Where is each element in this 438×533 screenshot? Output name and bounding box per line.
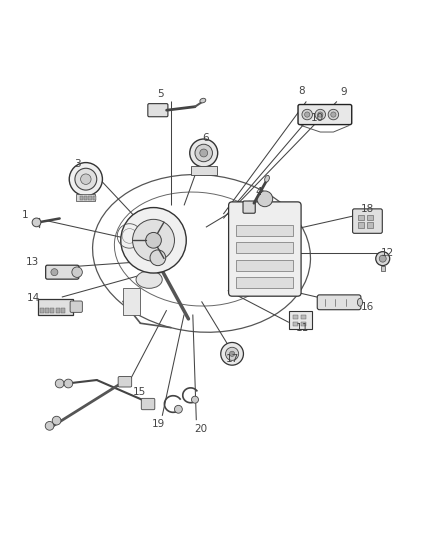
Circle shape xyxy=(191,396,198,403)
Bar xyxy=(38,299,73,316)
Circle shape xyxy=(190,139,218,167)
Text: 8: 8 xyxy=(299,86,305,96)
Circle shape xyxy=(328,109,339,120)
Circle shape xyxy=(315,109,325,120)
Circle shape xyxy=(51,269,58,276)
Circle shape xyxy=(146,232,161,248)
Bar xyxy=(76,195,95,201)
Text: 5: 5 xyxy=(157,89,163,99)
Circle shape xyxy=(331,112,336,117)
Bar xyxy=(40,309,44,313)
Text: 18: 18 xyxy=(361,204,374,214)
Circle shape xyxy=(200,149,208,157)
Bar xyxy=(381,265,385,271)
Circle shape xyxy=(304,112,310,117)
Bar xyxy=(293,315,298,319)
Text: 4: 4 xyxy=(255,187,261,197)
Bar xyxy=(367,215,373,220)
FancyBboxPatch shape xyxy=(46,265,79,279)
Text: 15: 15 xyxy=(133,387,146,397)
Circle shape xyxy=(52,416,61,425)
Circle shape xyxy=(257,191,273,207)
Text: 16: 16 xyxy=(361,302,374,312)
Circle shape xyxy=(55,379,64,388)
Text: 12: 12 xyxy=(381,248,394,259)
Bar xyxy=(237,260,293,271)
Circle shape xyxy=(75,168,97,190)
Bar xyxy=(88,196,92,200)
Text: 3: 3 xyxy=(74,159,81,169)
Bar xyxy=(84,196,87,200)
FancyBboxPatch shape xyxy=(148,103,168,117)
Text: 10: 10 xyxy=(311,113,324,123)
Circle shape xyxy=(72,267,82,277)
Circle shape xyxy=(69,163,102,196)
FancyBboxPatch shape xyxy=(70,301,82,312)
Bar xyxy=(50,309,54,313)
Text: 17: 17 xyxy=(226,354,239,364)
FancyBboxPatch shape xyxy=(353,209,382,233)
Circle shape xyxy=(226,348,239,360)
Circle shape xyxy=(174,405,182,413)
Bar xyxy=(191,166,217,175)
Bar xyxy=(80,196,83,200)
Bar xyxy=(293,321,298,326)
Text: 9: 9 xyxy=(340,87,347,97)
Ellipse shape xyxy=(265,175,269,182)
Text: 6: 6 xyxy=(203,133,209,143)
Bar xyxy=(358,222,364,228)
Bar xyxy=(93,196,96,200)
Bar xyxy=(45,309,49,313)
Bar xyxy=(300,315,306,319)
Bar xyxy=(237,243,293,253)
FancyBboxPatch shape xyxy=(118,376,132,387)
Ellipse shape xyxy=(136,271,162,288)
Bar xyxy=(123,288,141,314)
Circle shape xyxy=(81,174,91,184)
Ellipse shape xyxy=(357,298,363,306)
Circle shape xyxy=(195,144,212,161)
Circle shape xyxy=(121,207,186,273)
Circle shape xyxy=(150,250,166,265)
Text: 20: 20 xyxy=(194,424,207,434)
Circle shape xyxy=(318,112,323,117)
Bar xyxy=(367,222,373,228)
Text: 11: 11 xyxy=(295,322,309,333)
Bar xyxy=(237,225,293,236)
Text: 13: 13 xyxy=(25,257,39,267)
FancyBboxPatch shape xyxy=(243,201,255,213)
Circle shape xyxy=(376,252,390,265)
Circle shape xyxy=(230,351,235,357)
FancyBboxPatch shape xyxy=(317,295,361,310)
FancyBboxPatch shape xyxy=(298,104,352,125)
Bar xyxy=(56,309,60,313)
Circle shape xyxy=(302,109,312,120)
Circle shape xyxy=(45,422,54,430)
Circle shape xyxy=(133,220,174,261)
FancyBboxPatch shape xyxy=(229,202,301,296)
Bar xyxy=(61,309,65,313)
Circle shape xyxy=(64,379,73,388)
Bar xyxy=(289,311,311,329)
Text: 1: 1 xyxy=(21,210,28,220)
Bar xyxy=(300,321,306,326)
FancyBboxPatch shape xyxy=(141,398,155,410)
Text: 19: 19 xyxy=(152,419,166,429)
Ellipse shape xyxy=(200,98,206,103)
Circle shape xyxy=(379,255,386,262)
Circle shape xyxy=(32,218,41,227)
Text: 14: 14 xyxy=(27,293,40,303)
Bar xyxy=(358,215,364,220)
Circle shape xyxy=(221,343,244,365)
Bar xyxy=(237,277,293,288)
